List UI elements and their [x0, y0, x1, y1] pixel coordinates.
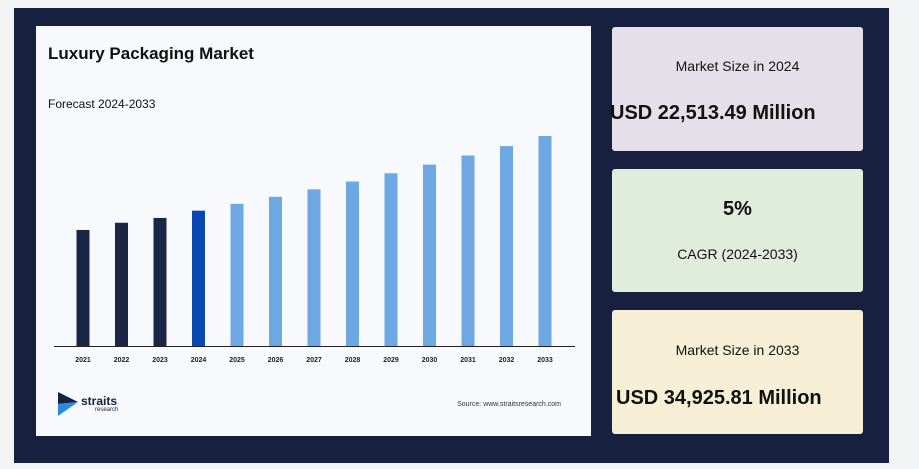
x-tick-label: 2028	[345, 357, 361, 364]
logo-name: straits	[81, 394, 118, 408]
cagr-label: CAGR (2024-2033)	[677, 246, 798, 262]
cagr-card: 5% CAGR (2024-2033)	[612, 169, 863, 292]
x-tick-label: 2024	[191, 357, 207, 364]
bar-2021	[76, 229, 90, 346]
straits-logo: straits research	[58, 390, 118, 418]
bar-2022	[115, 222, 128, 346]
x-tick-label: 2031	[460, 357, 476, 364]
x-tick-label: 2027	[306, 357, 322, 364]
bar-2029	[384, 173, 398, 346]
chart-panel: Luxury Packaging Market Forecast 2024-20…	[36, 26, 591, 436]
bar-2033	[538, 136, 552, 346]
cagr-value: 5%	[723, 198, 752, 220]
x-tick-label: 2030	[422, 357, 438, 364]
x-tick-label: 2032	[499, 357, 515, 364]
bar-2028	[346, 181, 359, 346]
logo-arrow-icon	[58, 392, 78, 416]
x-tick-label: 2033	[537, 357, 553, 364]
bar-2024	[192, 210, 205, 346]
x-tick-label: 2022	[114, 357, 130, 364]
bar-2026	[269, 196, 282, 346]
market-size-2024-card: Market Size in 2024 USD 22,513.49 Millio…	[610, 27, 863, 151]
x-tick-label: 2021	[75, 357, 91, 364]
bar-2027	[307, 189, 321, 346]
bar-2025	[230, 203, 244, 346]
x-tick-label: 2026	[268, 357, 284, 364]
logo-subtext: research	[95, 407, 119, 413]
market-size-2033-value: USD 34,925.81 Million	[616, 387, 822, 409]
chart-title: Luxury Packaging Market	[48, 44, 254, 63]
market-size-2033-label: Market Size in 2033	[675, 342, 800, 358]
source-note: Source: www.straitsresearch.com	[457, 401, 561, 408]
bar-2030	[423, 164, 436, 346]
chart-subtitle: Forecast 2024-2033	[48, 97, 156, 111]
x-tick-label: 2029	[383, 357, 399, 364]
bar-chart: 2021 2022 2023 2024 2025 2026 2027 2028 2029 2030…	[54, 136, 575, 364]
market-size-2024-value: USD 22,513.49 Million	[610, 102, 816, 124]
bar-2031	[461, 155, 475, 346]
market-size-2024-label: Market Size in 2024	[675, 58, 800, 74]
market-size-2033-card: Market Size in 2033 USD 34,925.81 Millio…	[612, 310, 863, 434]
bar-2032	[500, 146, 513, 346]
x-tick-label: 2025	[229, 357, 245, 364]
x-tick-label: 2023	[152, 357, 168, 364]
bar-2023	[153, 217, 167, 346]
